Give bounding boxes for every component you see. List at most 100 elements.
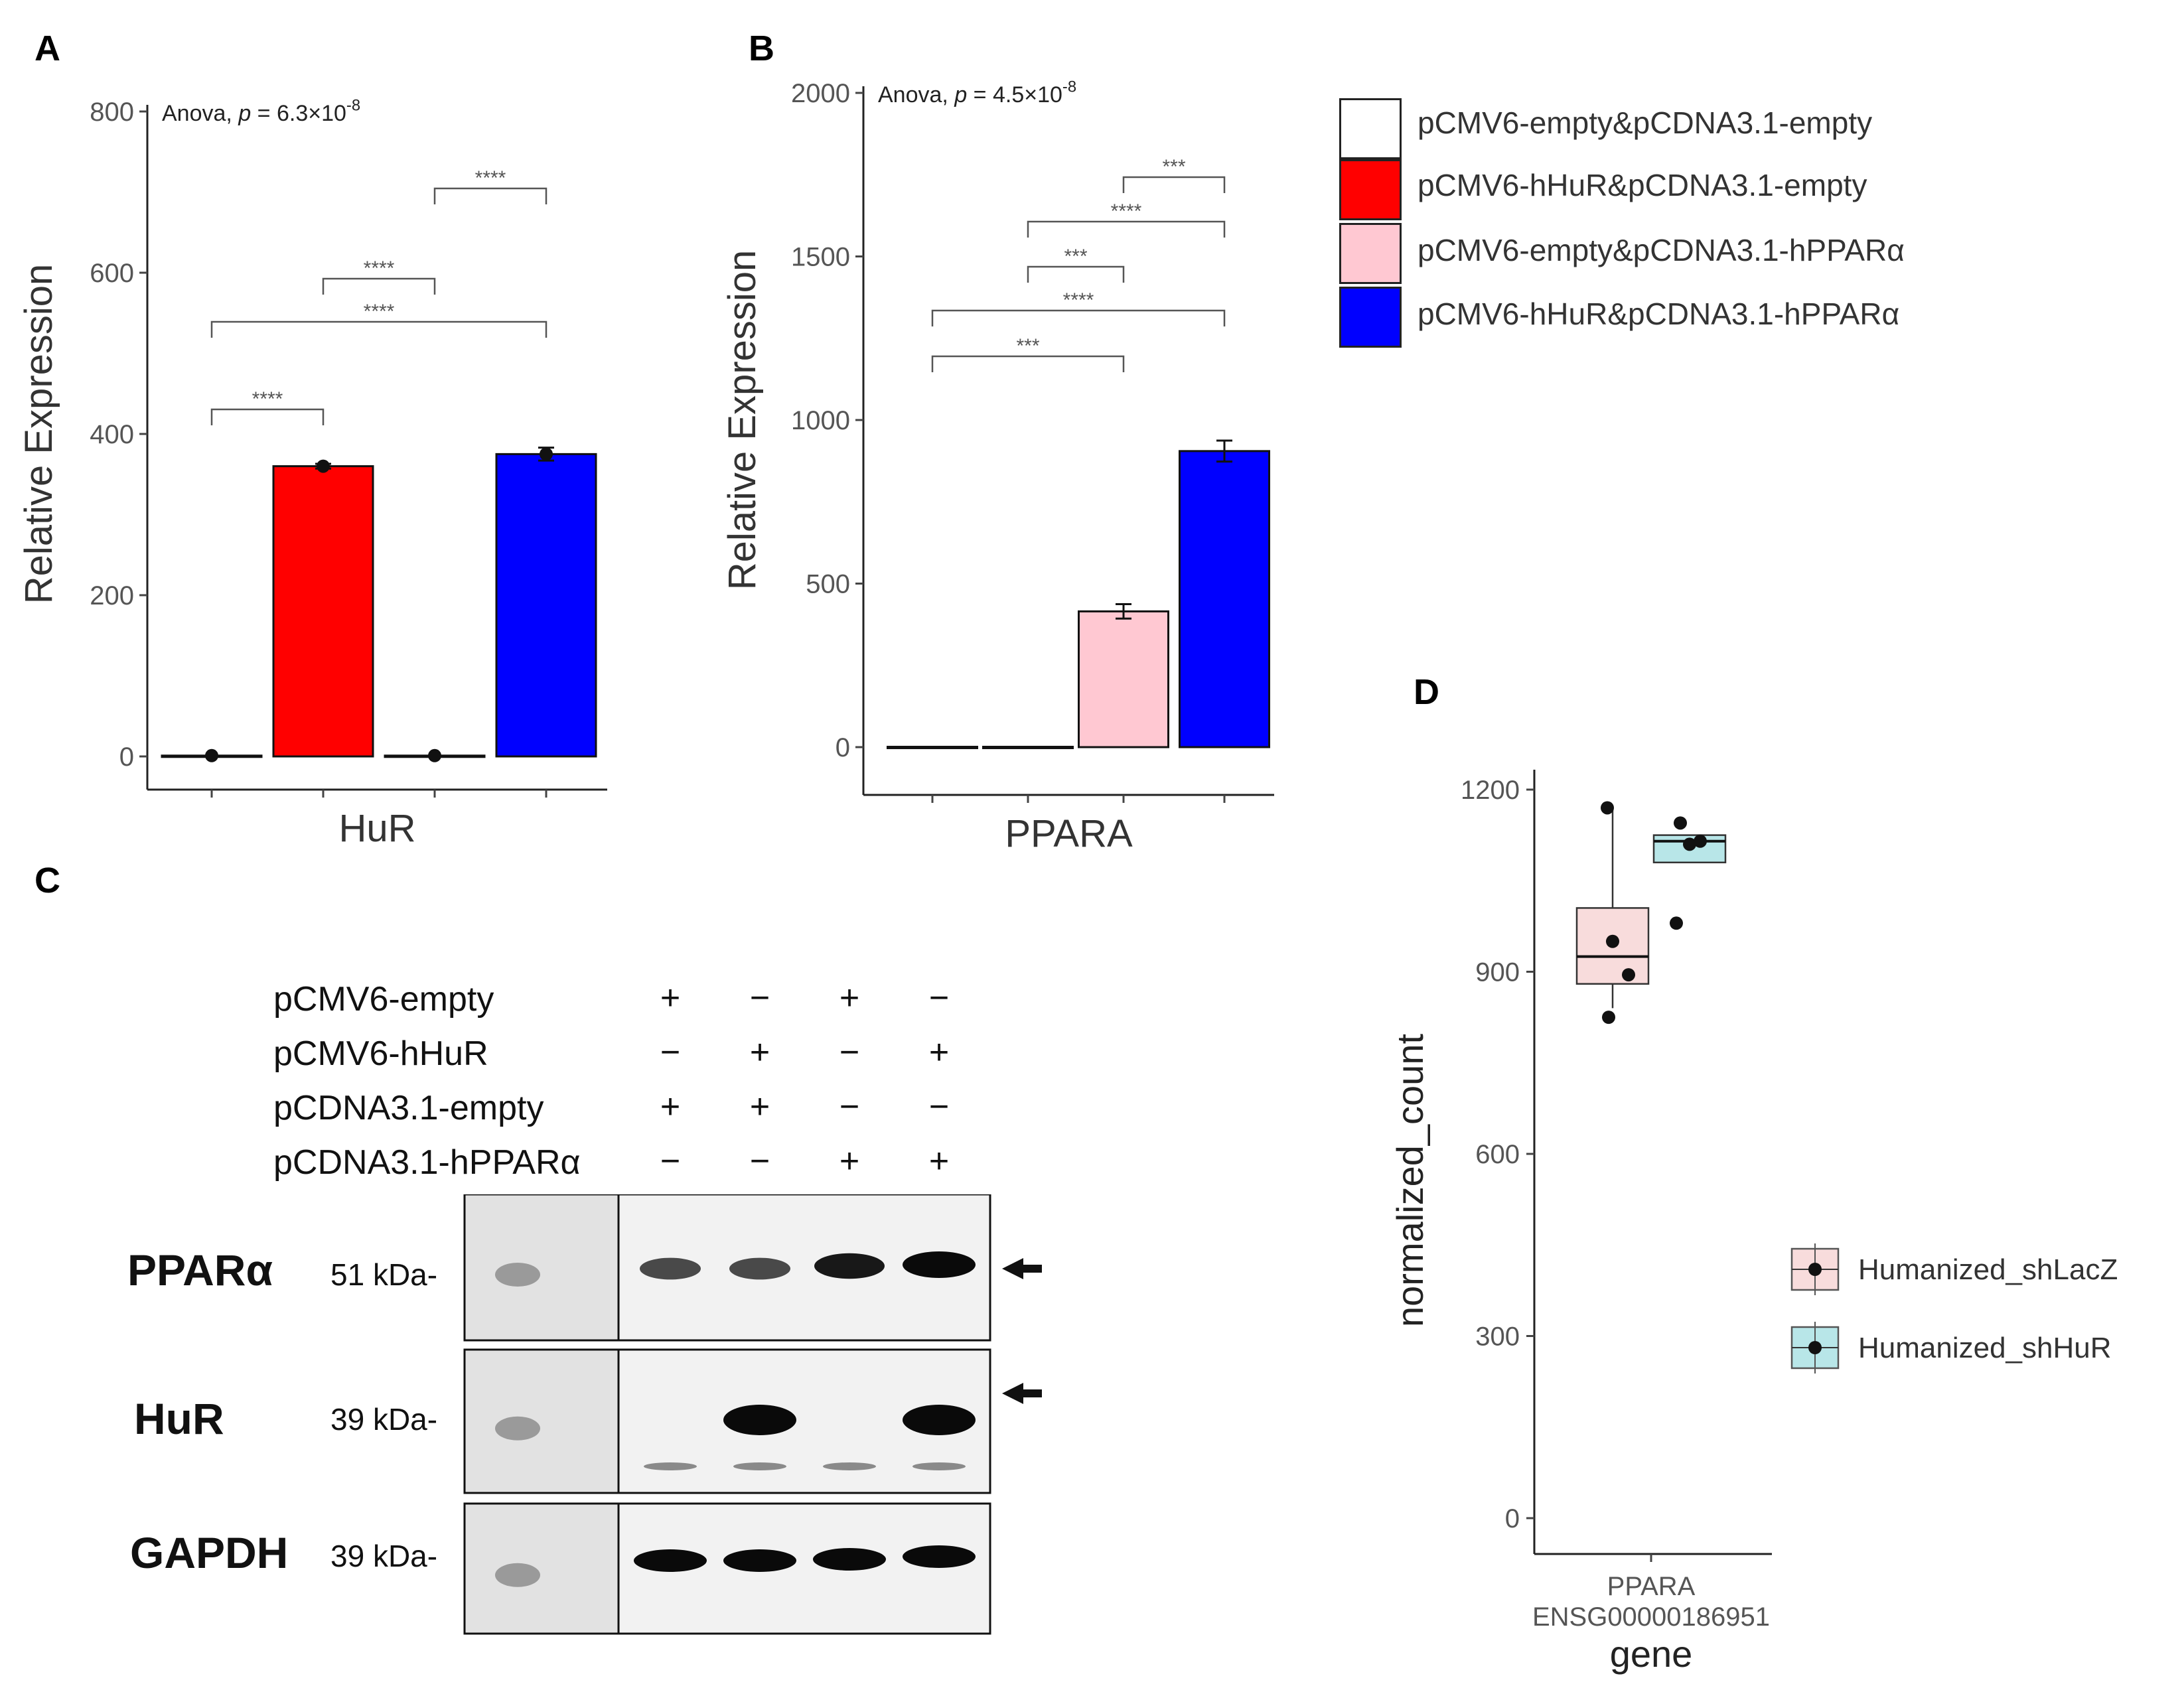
mean-point <box>317 459 330 473</box>
protein-band <box>634 1549 707 1572</box>
significance-label: *** <box>1162 156 1185 178</box>
legend-item: pCMV6-empty&pCDNA3.1-empty <box>1339 94 2136 159</box>
y-axis-title: Relative Expression <box>17 264 60 604</box>
panel-label-b: B <box>749 29 774 68</box>
blot-kda-label: 39 kDa- <box>330 1402 438 1437</box>
legend-label: pCMV6-hHuR&pCDNA3.1-hPPARα <box>1418 297 1900 331</box>
legend-swatch <box>1339 223 1402 284</box>
condition-sign: + <box>839 979 860 1017</box>
legend-item: pCMV6-hHuR&pCDNA3.1-hPPARα <box>1339 287 2136 348</box>
bar <box>1179 450 1270 748</box>
legend-item: pCMV6-empty&pCDNA3.1-hPPARα <box>1339 223 2136 284</box>
significance-bracket <box>1122 176 1226 193</box>
protein-band <box>729 1257 790 1280</box>
condition-sign: − <box>749 1142 770 1180</box>
data-point <box>1602 1011 1615 1024</box>
protein-band <box>723 1549 796 1572</box>
bar <box>272 465 374 758</box>
arrow-icon <box>1002 1383 1042 1404</box>
legend-label: pCMV6-hHuR&pCDNA3.1-empty <box>1418 168 1867 202</box>
y-tick-label: 800 <box>90 98 134 127</box>
condition-sign: + <box>839 1142 860 1180</box>
bar <box>1078 610 1169 748</box>
y-tick-label: 900 <box>1475 958 1520 987</box>
condition-sign: − <box>839 1033 860 1072</box>
y-axis-title: normalized_count <box>1389 1034 1431 1327</box>
blot-kda-label: 51 kDa- <box>330 1257 438 1292</box>
x-axis-title: gene <box>1610 1633 1693 1675</box>
nonspecific-band <box>823 1462 876 1470</box>
mean-point <box>540 447 553 461</box>
mean-point <box>428 748 441 762</box>
y-tick-label: 500 <box>806 570 850 599</box>
data-point <box>1601 801 1614 815</box>
blot-protein-label: PPARα <box>127 1245 273 1295</box>
panel-label-a: A <box>35 29 60 68</box>
marker-band <box>495 1563 540 1587</box>
significance-label: **** <box>364 257 395 279</box>
y-tick-label: 400 <box>90 420 134 449</box>
significance-bracket <box>1027 265 1125 283</box>
data-point <box>1674 816 1687 830</box>
arrow-icon <box>1002 1258 1042 1279</box>
significance-bracket <box>931 309 1226 326</box>
bar-chart-hur: 0 200 400 600 800 Relative Expression HuR Anova… <box>17 97 607 850</box>
blot-strip <box>463 1348 1042 1494</box>
x-tick-label: PPARA <box>1607 1572 1696 1601</box>
y-tick-label: 600 <box>90 259 134 288</box>
y-tick-label: 2000 <box>791 79 850 108</box>
condition-sign: + <box>749 1088 770 1126</box>
blot-strip <box>463 1194 1042 1342</box>
western-blot-panel: pCMV6-empty pCMV6-hHuR pCDNA3.1-empty pC… <box>0 929 1062 1659</box>
data-point <box>1670 916 1683 930</box>
marker-lane <box>463 1194 620 1342</box>
condition-sign: + <box>928 1033 950 1072</box>
legend-label: pCMV6-empty&pCDNA3.1-hPPARα <box>1418 233 1905 267</box>
legend-swatch <box>1339 98 1402 159</box>
nonspecific-band <box>912 1462 966 1470</box>
significance-label: **** <box>1063 289 1094 311</box>
condition-sign: + <box>660 979 681 1017</box>
protein-band <box>814 1253 885 1279</box>
significance-label: **** <box>1111 200 1142 222</box>
condition-sign: − <box>928 1088 950 1126</box>
data-point <box>1606 934 1619 948</box>
blot-kda-label: 39 kDa- <box>330 1539 438 1573</box>
legend-item: pCMV6-hHuR&pCDNA3.1-empty <box>1339 159 2136 220</box>
legend-swatch <box>1339 159 1402 220</box>
anova-annotation: Anova, p = 4.5×10-8 <box>878 78 1076 107</box>
data-point <box>1683 837 1696 851</box>
y-axis-title: Relative Expression <box>721 250 764 591</box>
condition-sign: − <box>660 1142 681 1180</box>
legend-label: Humanized_shLacZ <box>1858 1253 2118 1286</box>
panel-label-d: D <box>1414 672 1439 712</box>
significance-bracket <box>210 320 547 338</box>
condition-sign: − <box>928 979 950 1017</box>
legend-point <box>1808 1341 1822 1354</box>
bar-chart-ppara: 0 500 1000 1500 2000 Relative Expression PPARA… <box>721 78 1274 855</box>
condition-label: pCMV6-empty <box>273 980 494 1019</box>
condition-sign: + <box>928 1142 950 1180</box>
marker-band <box>495 1416 540 1441</box>
significance-bracket <box>322 277 436 295</box>
protein-band <box>813 1548 886 1571</box>
marker-lane <box>463 1348 620 1494</box>
legend-swatch <box>1339 287 1402 348</box>
bar <box>887 746 978 750</box>
blot-images <box>463 1194 1042 1635</box>
condition-sign: + <box>660 1088 681 1126</box>
y-tick-label: 1500 <box>791 243 850 272</box>
significance-label: **** <box>475 167 506 189</box>
protein-band <box>903 1405 976 1435</box>
significance-label: *** <box>1064 246 1087 267</box>
significance-bracket <box>433 187 547 204</box>
condition-sign: − <box>839 1088 860 1126</box>
x-tick-label: ENSG00000186951 <box>1532 1602 1770 1632</box>
condition-sign: − <box>749 979 770 1017</box>
condition-sign: + <box>749 1033 770 1072</box>
y-tick-label: 0 <box>119 742 134 772</box>
legend-point <box>1808 1263 1822 1276</box>
y-tick-label: 1000 <box>791 406 850 435</box>
box <box>1575 907 1650 985</box>
